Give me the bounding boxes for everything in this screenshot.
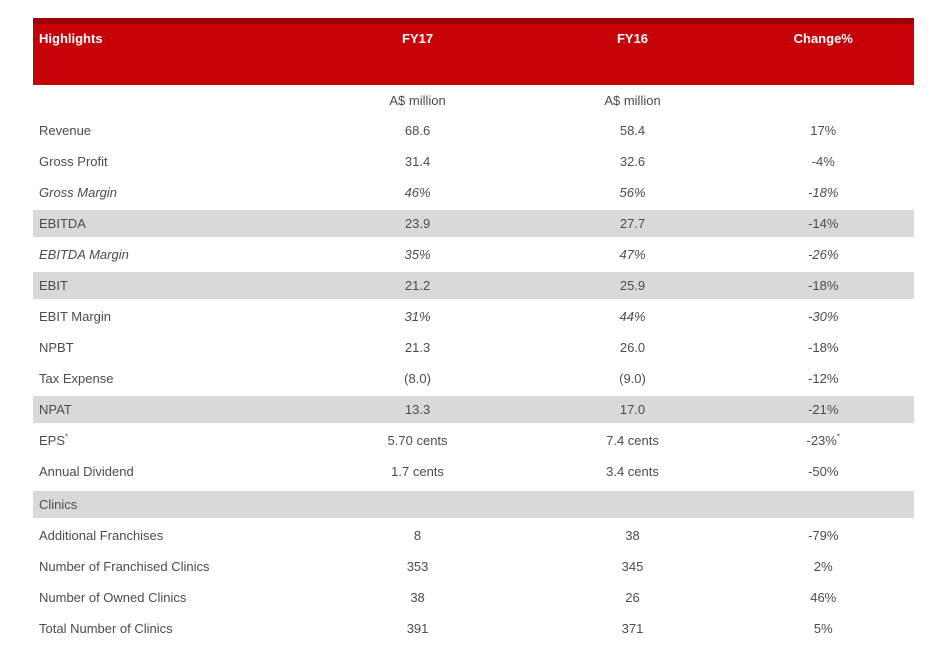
- row-label: Additional Franchises: [39, 528, 164, 543]
- fy16-value: 371: [621, 621, 644, 636]
- col-header-change: Change%: [793, 31, 853, 46]
- fy17-value: 31%: [404, 309, 431, 324]
- col-header-highlights: Highlights: [39, 31, 103, 46]
- table-row: Gross Profit 31.4 32.6 -4%: [33, 146, 914, 177]
- fy16-value: 26: [625, 590, 640, 605]
- change-value: 46%: [810, 590, 837, 605]
- fy17-value: 8: [413, 528, 422, 543]
- fy16-value: 3.4 cents: [606, 464, 659, 479]
- fy16-value: 7.4 cents: [606, 433, 659, 448]
- fy16-value: 38: [625, 528, 640, 543]
- fy17-value: 23.9: [404, 216, 431, 231]
- row-label: EBIT Margin: [39, 309, 112, 324]
- table-body: Revenue 68.6 58.4 17% Gross Profit 31.4 …: [33, 115, 914, 644]
- row-label: Clinics: [39, 497, 78, 512]
- change-value: -4%: [811, 154, 835, 169]
- fy17-value: 21.3: [404, 340, 431, 355]
- row-label: EBITDA Margin: [39, 247, 129, 262]
- table-row: Additional Franchises 8 38 -79%: [33, 520, 914, 551]
- table-row: Revenue 68.6 58.4 17%: [33, 115, 914, 146]
- table-row: Annual Dividend 1.7 cents 3.4 cents -50%: [33, 456, 914, 487]
- fy17-value: 391: [406, 621, 429, 636]
- table-row: Clinics: [33, 489, 914, 520]
- fy17-value: 353: [406, 559, 429, 574]
- fy16-value: 56%: [619, 185, 646, 200]
- change-value: -50%: [808, 464, 839, 479]
- table-row: Number of Franchised Clinics 353 345 2%: [33, 551, 914, 582]
- change-value: 5%: [813, 621, 833, 636]
- change-value: -18%: [808, 185, 839, 200]
- row-label: Gross Margin: [39, 185, 118, 200]
- change-value: -18%: [808, 340, 839, 355]
- fy17-value: 46%: [404, 185, 431, 200]
- table-row: Total Number of Clinics 391 371 5%: [33, 613, 914, 644]
- change-value: 2%: [813, 559, 833, 574]
- row-label: EBIT: [39, 278, 68, 293]
- table-row: NPAT 13.3 17.0 -21%: [33, 394, 914, 425]
- row-label: Number of Owned Clinics: [39, 590, 187, 605]
- fy16-value: 32.6: [619, 154, 646, 169]
- change-value: -30%: [808, 309, 839, 324]
- row-label: Annual Dividend: [39, 464, 134, 479]
- row-label: EPS*: [39, 432, 69, 448]
- fy17-value: 1.7 cents: [391, 464, 444, 479]
- row-label: NPAT: [39, 402, 72, 417]
- row-label: EBITDA: [39, 216, 86, 231]
- fy16-value: 27.7: [619, 216, 646, 231]
- fy16-value: (9.0): [619, 371, 646, 386]
- table-row: NPBT 21.3 26.0 -18%: [33, 332, 914, 363]
- fy16-value: 25.9: [619, 278, 646, 293]
- table-row: EBITDA Margin 35% 47% -26%: [33, 239, 914, 270]
- fy16-value: 26.0: [619, 340, 646, 355]
- change-value: -12%: [808, 371, 839, 386]
- fy17-value: 5.70 cents: [387, 433, 448, 448]
- unit-row: A$ million A$ million: [33, 85, 914, 115]
- fy17-value: 31.4: [404, 154, 431, 169]
- change-value: -79%: [808, 528, 839, 543]
- fy16-value: 17.0: [619, 402, 646, 417]
- table-header-row: Highlights FY17 FY16 Change%: [33, 18, 914, 85]
- fy17-value: 35%: [404, 247, 431, 262]
- col-header-fy16: FY16: [616, 31, 649, 46]
- fy16-value: 58.4: [619, 123, 646, 138]
- row-label: Total Number of Clinics: [39, 621, 173, 636]
- change-value: -14%: [808, 216, 839, 231]
- row-label: Number of Franchised Clinics: [39, 559, 210, 574]
- table-row: Tax Expense (8.0) (9.0) -12%: [33, 363, 914, 394]
- table-row: EPS* 5.70 cents 7.4 cents -23%*: [33, 425, 914, 456]
- table-row: Number of Owned Clinics 38 26 46%: [33, 582, 914, 613]
- fy16-value: 345: [621, 559, 644, 574]
- table-row: EBITDA 23.9 27.7 -14%: [33, 208, 914, 239]
- fy16-value: 44%: [619, 309, 646, 324]
- fy16-value: 47%: [619, 247, 646, 262]
- table-row: EBIT Margin 31% 44% -30%: [33, 301, 914, 332]
- fy17-value: 68.6: [404, 123, 431, 138]
- table-row: Gross Margin 46% 56% -18%: [33, 177, 914, 208]
- fy17-value: (8.0): [404, 371, 431, 386]
- unit-fy17: A$ million: [389, 92, 446, 108]
- highlights-table: Highlights FY17 FY16 Change% A$ million …: [33, 18, 914, 644]
- row-label: NPBT: [39, 340, 74, 355]
- row-label: Tax Expense: [39, 371, 114, 386]
- table-row: EBIT 21.2 25.9 -18%: [33, 270, 914, 301]
- change-value: -18%: [808, 278, 839, 293]
- unit-fy16: A$ million: [604, 92, 661, 108]
- change-value: -21%: [808, 402, 839, 417]
- change-value: 17%: [810, 123, 837, 138]
- fy17-value: 38: [410, 590, 425, 605]
- row-label: Revenue: [39, 123, 92, 138]
- change-value: -26%: [808, 247, 839, 262]
- row-label: Gross Profit: [39, 154, 108, 169]
- change-value: -23%*: [806, 432, 840, 448]
- col-header-fy17: FY17: [402, 31, 434, 46]
- fy17-value: 13.3: [404, 402, 431, 417]
- fy17-value: 21.2: [404, 278, 431, 293]
